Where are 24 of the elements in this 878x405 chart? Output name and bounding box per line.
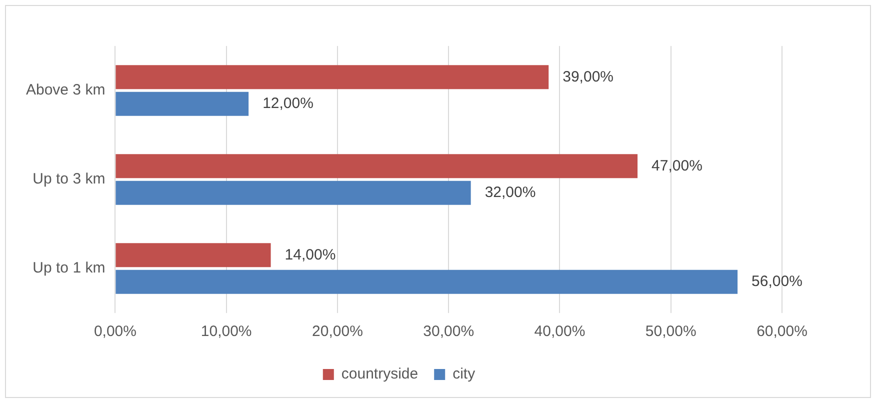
data-label: 12,00% — [262, 94, 314, 112]
bar — [116, 154, 638, 178]
data-label: 47,00% — [652, 157, 702, 174]
data-label: 56,00% — [752, 272, 802, 290]
x-tick-label: 20,00% — [312, 323, 363, 340]
data-label: 14,00% — [284, 246, 336, 264]
x-tick-label: 30,00% — [423, 323, 474, 340]
data-label: 39,00% — [562, 68, 614, 86]
data-label: 32,00% — [484, 184, 536, 201]
bar — [116, 180, 471, 205]
y-tick-label: Above 3 km — [26, 82, 106, 99]
x-tick-label: 60,00% — [756, 323, 808, 340]
x-tick-label: 50,00% — [645, 323, 696, 340]
bar — [116, 270, 738, 294]
y-tick-label: Up to 1 km — [32, 260, 106, 277]
legend-label: countryside — [341, 366, 418, 383]
legend-label: city — [452, 366, 476, 383]
x-tick-label: 0,00% — [94, 323, 136, 340]
y-tick-label: Up to 3 km — [32, 170, 106, 188]
bar — [116, 243, 271, 268]
x-tick-label: 10,00% — [200, 323, 252, 340]
bar — [116, 65, 549, 90]
x-tick-label: 40,00% — [534, 323, 586, 340]
bar — [116, 92, 249, 116]
